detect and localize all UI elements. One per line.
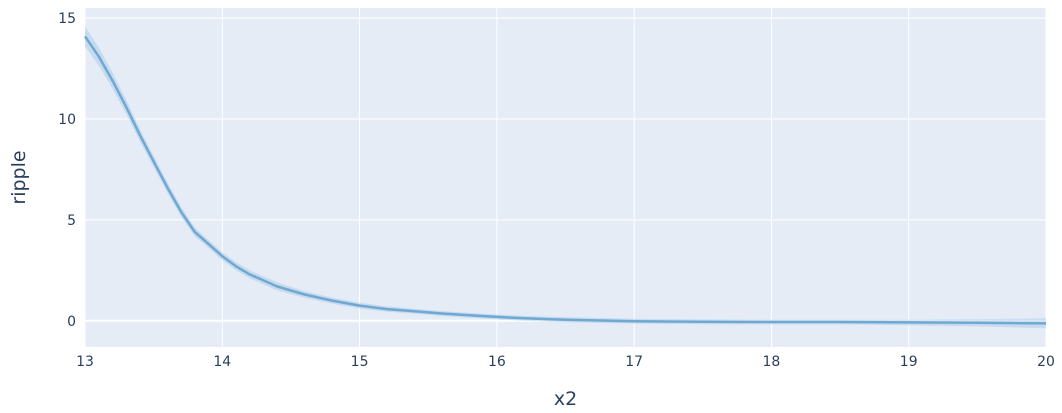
x-tick-label: 16 bbox=[488, 354, 506, 370]
x-tick-label: 17 bbox=[625, 354, 643, 370]
y-tick-label: 5 bbox=[67, 213, 76, 229]
x-tick-label: 19 bbox=[900, 354, 918, 370]
x-tick-labels: 13 14 15 16 17 18 19 20 bbox=[76, 354, 1055, 370]
y-tick-labels: 0 5 10 15 bbox=[58, 11, 76, 330]
x-axis-title: x2 bbox=[554, 388, 577, 410]
y-tick-label: 0 bbox=[67, 314, 76, 330]
plot-area bbox=[85, 8, 1046, 347]
x-tick-label: 14 bbox=[213, 354, 231, 370]
series-layer bbox=[83, 26, 1047, 329]
x-tick-label: 15 bbox=[351, 354, 369, 370]
y-tick-label: 10 bbox=[58, 112, 76, 128]
y-axis-title: ripple bbox=[8, 150, 30, 204]
y-tick-label: 15 bbox=[58, 11, 76, 27]
x-tick-label: 18 bbox=[763, 354, 781, 370]
x-tick-label: 13 bbox=[76, 354, 94, 370]
x-tick-label: 20 bbox=[1037, 354, 1055, 370]
x-gridlines bbox=[84, 8, 1047, 347]
series-line bbox=[83, 35, 1047, 325]
